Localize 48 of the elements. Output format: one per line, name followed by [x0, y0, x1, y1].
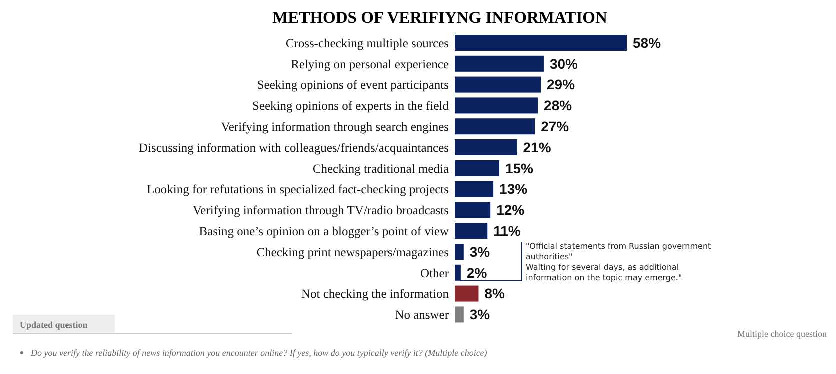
bar: [455, 98, 538, 114]
data-label: 15%: [505, 160, 534, 176]
data-label: 28%: [544, 98, 573, 114]
annotation: "Official statements from Russian government authorities": [526, 242, 712, 262]
bar: [455, 160, 500, 176]
bar: [455, 118, 536, 135]
y-tick-label: Verifying information through TV/radio broadcasts: [193, 204, 450, 218]
bar: [455, 56, 544, 72]
bar: [455, 306, 464, 323]
data-label: 2%: [466, 264, 488, 281]
y-tick-label: Checking print newspapers/magazines: [256, 245, 450, 260]
y-tick-label: Seeking opinions of event participants: [257, 78, 450, 92]
y-tick-label: Verifying information through search engines: [221, 120, 450, 134]
y-tick-label: Other: [420, 266, 450, 280]
y-tick-label: Not checking the information: [301, 287, 450, 302]
bar: [455, 223, 488, 240]
y-tick-label: No answer: [395, 308, 450, 322]
bar: [455, 264, 461, 281]
data-label: 30%: [550, 56, 579, 72]
bar: [455, 286, 479, 302]
bar: [455, 35, 627, 51]
y-tick-label: Relying on personal experience: [291, 57, 450, 72]
y-tick-label: Basing one’s opinion on a blogger’s point of view: [199, 224, 449, 238]
annotation: Waiting for several days, as additional information on the topic may emerge.": [526, 263, 682, 282]
bar: [455, 244, 464, 260]
data-label: 8%: [484, 286, 506, 302]
chart-title: METHODS OF VERIFIYNG INFORMATION: [272, 8, 608, 27]
text: Do you verify the reliability of news information you encounter online? If yes, how do you typically verify it? (Multiple choice): [30, 348, 488, 358]
y-tick-label: Checking traditional media: [312, 162, 450, 176]
bar: [455, 202, 491, 218]
data-label: 3%: [470, 244, 491, 260]
y-tick-label: Discussing information with colleagues/friends/acquaintances: [139, 140, 450, 155]
bar: [455, 140, 518, 156]
text: Updated question: [20, 320, 88, 330]
data-label: 3%: [470, 306, 491, 323]
y-tick-label: Cross-checking multiple sources: [286, 36, 450, 50]
data-label: 29%: [547, 76, 576, 93]
bar: [455, 76, 541, 93]
data-label: 12%: [496, 202, 526, 218]
y-tick-label: Looking for refutations in specialized fact-checking projects: [147, 182, 450, 197]
data-label: 58%: [633, 34, 662, 51]
data-label: 13%: [500, 181, 528, 198]
data-label: 11%: [494, 223, 522, 239]
text: Multiple choice question: [738, 329, 828, 339]
y-tick-label: Seeking opinions of experts in the field: [252, 99, 450, 114]
data-label: 21%: [523, 139, 552, 156]
bar: [455, 181, 494, 198]
data-label: 27%: [541, 118, 570, 134]
